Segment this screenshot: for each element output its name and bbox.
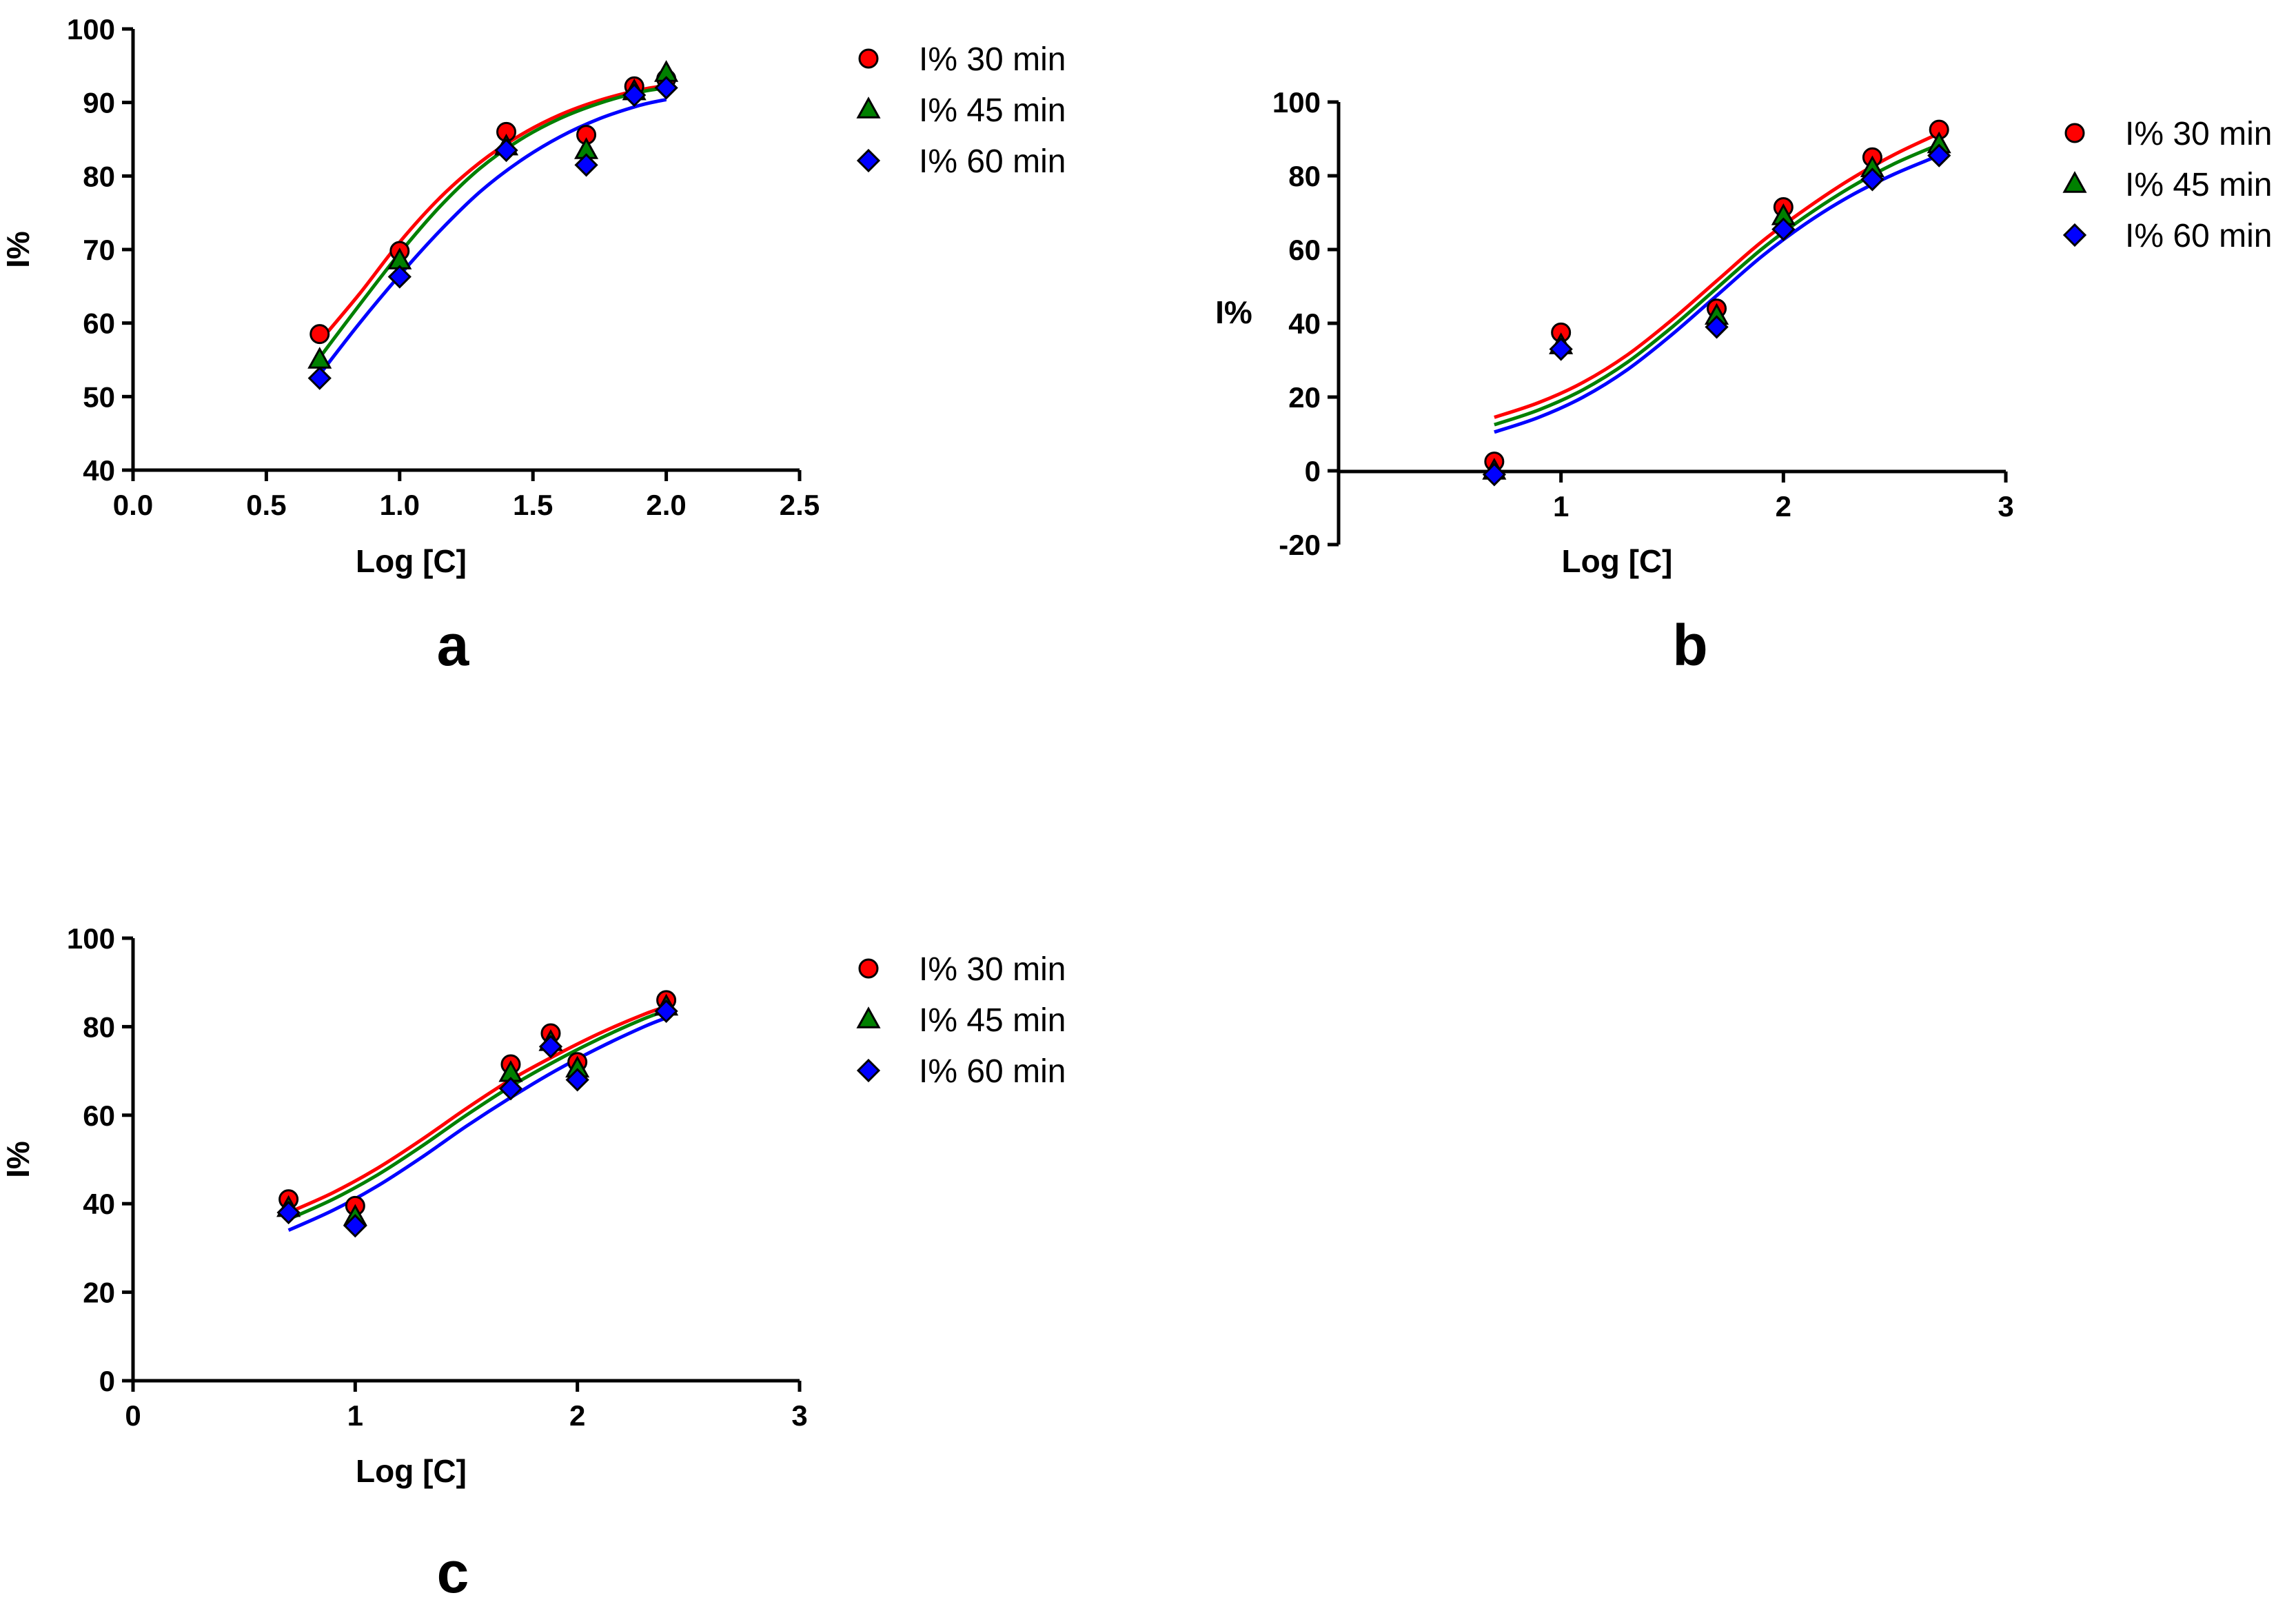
panel-label: a [437,613,470,678]
fit-curve-3 [1494,154,1940,434]
fit-curve-2 [318,85,667,359]
data-point-series-3 [1860,168,1884,192]
panel-label: c [437,1540,469,1602]
y-axis-title: I% [1215,294,1252,330]
legend-label-3: I% 60 min [2125,218,2272,254]
x-tick-label: 3 [791,1399,807,1432]
x-tick-label: 2 [569,1399,585,1432]
legend-marker-1 [858,48,879,69]
data-point-series-1 [309,324,330,345]
fit-curve-1 [287,1005,667,1215]
y-tick-label: 100 [1272,86,1321,119]
data-point-series-3 [307,366,332,390]
data-point-series-3 [565,1068,589,1092]
legend-marker-3 [2062,223,2087,247]
legend-label-2: I% 45 min [919,1002,1066,1039]
y-tick-label: 80 [83,160,115,192]
data-point-series-3 [654,76,678,100]
legend-label-2: I% 45 min [919,92,1066,129]
y-tick-label: 60 [1288,234,1321,266]
legend-marker-2 [2062,171,2087,193]
legend-label-3: I% 60 min [919,1053,1066,1090]
y-tick-label: 0 [99,1365,115,1397]
data-point-series-3 [1549,337,1573,361]
y-tick-label: 60 [83,307,115,340]
legend-marker-3 [856,1058,881,1083]
x-tick-label: 0.5 [246,489,286,521]
y-tick-label: 100 [67,922,115,955]
legend-label-1: I% 30 min [919,951,1066,988]
fit-curve-3 [318,97,667,376]
y-tick-label: 20 [1288,381,1321,414]
data-point-series-3 [343,1214,367,1238]
data-point-series-3 [387,265,412,289]
data-point-series-3 [276,1200,301,1225]
y-axis-title: I% [0,231,36,268]
data-point-series-3 [654,999,678,1024]
x-axis-title: Log [C] [356,1453,467,1489]
x-tick-label: 0 [125,1399,141,1432]
legend-marker-2 [856,97,881,119]
data-point-series-3 [1705,315,1729,339]
x-tick-label: 3 [1998,490,2013,523]
chart-panel-a: 40 50 60 70 80 90 100 0.0 0.5 1.0 1.5 2.0 2.5 Log [C]… [0,13,1066,678]
y-tick-label: 20 [83,1277,115,1309]
y-tick-label: 60 [83,1099,115,1132]
x-tick-label: 0.0 [113,489,153,521]
data-point-series-3 [1482,463,1506,487]
y-tick-label: 50 [83,381,115,413]
fit-curve-3 [287,1016,667,1232]
data-point-series-3 [538,1035,563,1059]
y-tick-label: 80 [1288,160,1321,192]
panel-label: b [1672,613,1707,678]
legend-marker-3 [856,148,881,173]
legend-marker-2 [856,1006,881,1028]
legend-label-2: I% 45 min [2125,167,2272,203]
chart-panel-b: -20 0 20 40 60 80 100 1 2 3 Log [C] I% I% 30 min I% 4… [1215,86,2272,678]
data-point-series-3 [1771,217,1796,241]
x-tick-label: 2 [1776,490,1791,523]
fit-curve-1 [1494,132,1940,419]
x-tick-label: 2.5 [780,489,820,521]
y-tick-label: 40 [83,454,115,487]
x-tick-label: 1 [347,1399,363,1432]
data-point-series-3 [494,138,518,163]
legend-label-1: I% 30 min [919,41,1066,78]
x-axis-title: Log [C] [356,543,467,579]
fit-curve-2 [1494,143,1940,427]
fit-curve-1 [318,83,667,343]
x-tick-label: 1.0 [380,489,420,521]
y-tick-label: 40 [1288,307,1321,340]
data-point-series-3 [574,153,598,177]
y-tick-label: 90 [83,87,115,119]
legend-label-3: I% 60 min [919,143,1066,180]
x-tick-label: 2.0 [646,489,686,521]
fit-curve-2 [287,1008,667,1221]
y-axis-title: I% [0,1141,36,1178]
y-tick-label: -20 [1279,529,1321,561]
data-point-series-2 [307,347,332,369]
chart-panel-c: 0 20 40 60 80 100 0 1 2 3 Log [C] I% I% 30 min I% 45 … [0,922,1066,1602]
y-tick-label: 80 [83,1011,115,1043]
y-tick-label: 40 [83,1188,115,1220]
legend-marker-1 [858,958,879,979]
legend-label-1: I% 30 min [2125,116,2272,152]
y-tick-label: 0 [1305,455,1321,487]
x-tick-label: 1 [1553,490,1569,523]
y-tick-label: 100 [67,13,115,45]
x-axis-title: Log [C] [1562,543,1673,579]
y-tick-label: 70 [83,234,115,266]
legend-marker-1 [2064,123,2085,143]
data-point-series-3 [1927,143,1951,168]
x-tick-label: 1.5 [513,489,553,521]
data-point-series-3 [622,83,647,108]
data-point-series-3 [498,1077,523,1101]
